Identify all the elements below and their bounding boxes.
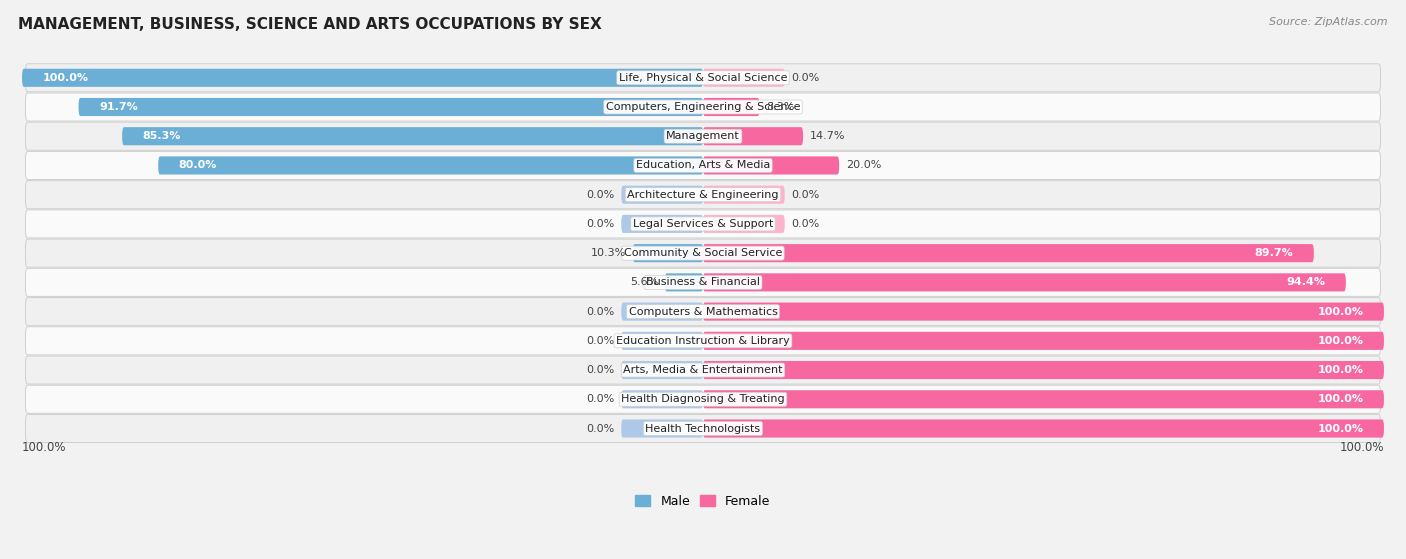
- Legend: Male, Female: Male, Female: [630, 490, 776, 513]
- FancyBboxPatch shape: [25, 151, 1381, 179]
- FancyBboxPatch shape: [25, 181, 1381, 209]
- Text: 8.3%: 8.3%: [766, 102, 794, 112]
- FancyBboxPatch shape: [703, 302, 1384, 321]
- Text: Business & Financial: Business & Financial: [645, 277, 761, 287]
- Text: 85.3%: 85.3%: [142, 131, 181, 141]
- FancyBboxPatch shape: [703, 69, 785, 87]
- Text: 100.0%: 100.0%: [1317, 365, 1364, 375]
- FancyBboxPatch shape: [621, 331, 703, 350]
- FancyBboxPatch shape: [25, 327, 1381, 355]
- FancyBboxPatch shape: [621, 419, 703, 438]
- Text: Management: Management: [666, 131, 740, 141]
- FancyBboxPatch shape: [25, 385, 1381, 413]
- Text: 100.0%: 100.0%: [22, 441, 66, 454]
- FancyBboxPatch shape: [703, 157, 839, 174]
- FancyBboxPatch shape: [703, 390, 1384, 408]
- FancyBboxPatch shape: [25, 414, 1381, 443]
- FancyBboxPatch shape: [703, 273, 1346, 291]
- Text: 100.0%: 100.0%: [42, 73, 89, 83]
- Text: Arts, Media & Entertainment: Arts, Media & Entertainment: [623, 365, 783, 375]
- FancyBboxPatch shape: [665, 273, 703, 291]
- Text: 0.0%: 0.0%: [792, 73, 820, 83]
- FancyBboxPatch shape: [621, 361, 703, 379]
- FancyBboxPatch shape: [79, 98, 703, 116]
- Text: Computers & Mathematics: Computers & Mathematics: [628, 306, 778, 316]
- FancyBboxPatch shape: [25, 210, 1381, 238]
- Text: 0.0%: 0.0%: [792, 219, 820, 229]
- Text: 0.0%: 0.0%: [586, 394, 614, 404]
- FancyBboxPatch shape: [703, 361, 1384, 379]
- Text: 100.0%: 100.0%: [1317, 336, 1364, 346]
- Text: 100.0%: 100.0%: [1317, 394, 1364, 404]
- FancyBboxPatch shape: [621, 302, 703, 321]
- FancyBboxPatch shape: [703, 127, 803, 145]
- Text: 0.0%: 0.0%: [586, 190, 614, 200]
- Text: Architecture & Engineering: Architecture & Engineering: [627, 190, 779, 200]
- Text: 0.0%: 0.0%: [586, 424, 614, 434]
- Text: 0.0%: 0.0%: [792, 190, 820, 200]
- FancyBboxPatch shape: [703, 331, 1384, 350]
- Text: 0.0%: 0.0%: [586, 336, 614, 346]
- Text: Community & Social Service: Community & Social Service: [624, 248, 782, 258]
- FancyBboxPatch shape: [25, 239, 1381, 267]
- FancyBboxPatch shape: [159, 157, 703, 174]
- FancyBboxPatch shape: [703, 215, 785, 233]
- Text: 0.0%: 0.0%: [586, 219, 614, 229]
- Text: Life, Physical & Social Science: Life, Physical & Social Science: [619, 73, 787, 83]
- FancyBboxPatch shape: [22, 69, 703, 87]
- Text: 80.0%: 80.0%: [179, 160, 217, 170]
- FancyBboxPatch shape: [703, 244, 1313, 262]
- Text: 94.4%: 94.4%: [1286, 277, 1326, 287]
- Text: 100.0%: 100.0%: [1340, 441, 1384, 454]
- Text: 5.6%: 5.6%: [630, 277, 658, 287]
- FancyBboxPatch shape: [25, 356, 1381, 384]
- Text: 20.0%: 20.0%: [846, 160, 882, 170]
- FancyBboxPatch shape: [25, 64, 1381, 92]
- Text: 0.0%: 0.0%: [586, 365, 614, 375]
- FancyBboxPatch shape: [621, 186, 703, 203]
- Text: Computers, Engineering & Science: Computers, Engineering & Science: [606, 102, 800, 112]
- Text: 10.3%: 10.3%: [591, 248, 626, 258]
- FancyBboxPatch shape: [25, 93, 1381, 121]
- FancyBboxPatch shape: [703, 419, 1384, 438]
- Text: Legal Services & Support: Legal Services & Support: [633, 219, 773, 229]
- Text: 89.7%: 89.7%: [1254, 248, 1294, 258]
- FancyBboxPatch shape: [25, 268, 1381, 296]
- Text: Health Technologists: Health Technologists: [645, 424, 761, 434]
- Text: Health Diagnosing & Treating: Health Diagnosing & Treating: [621, 394, 785, 404]
- FancyBboxPatch shape: [621, 215, 703, 233]
- Text: 14.7%: 14.7%: [810, 131, 845, 141]
- FancyBboxPatch shape: [122, 127, 703, 145]
- FancyBboxPatch shape: [621, 390, 703, 408]
- Text: 100.0%: 100.0%: [1317, 306, 1364, 316]
- Text: 100.0%: 100.0%: [1317, 424, 1364, 434]
- FancyBboxPatch shape: [25, 297, 1381, 326]
- FancyBboxPatch shape: [25, 122, 1381, 150]
- Text: Education Instruction & Library: Education Instruction & Library: [616, 336, 790, 346]
- Text: 91.7%: 91.7%: [98, 102, 138, 112]
- Text: 0.0%: 0.0%: [586, 306, 614, 316]
- Text: Education, Arts & Media: Education, Arts & Media: [636, 160, 770, 170]
- Text: Source: ZipAtlas.com: Source: ZipAtlas.com: [1270, 17, 1388, 27]
- FancyBboxPatch shape: [703, 186, 785, 203]
- FancyBboxPatch shape: [703, 98, 759, 116]
- FancyBboxPatch shape: [633, 244, 703, 262]
- Text: MANAGEMENT, BUSINESS, SCIENCE AND ARTS OCCUPATIONS BY SEX: MANAGEMENT, BUSINESS, SCIENCE AND ARTS O…: [18, 17, 602, 32]
